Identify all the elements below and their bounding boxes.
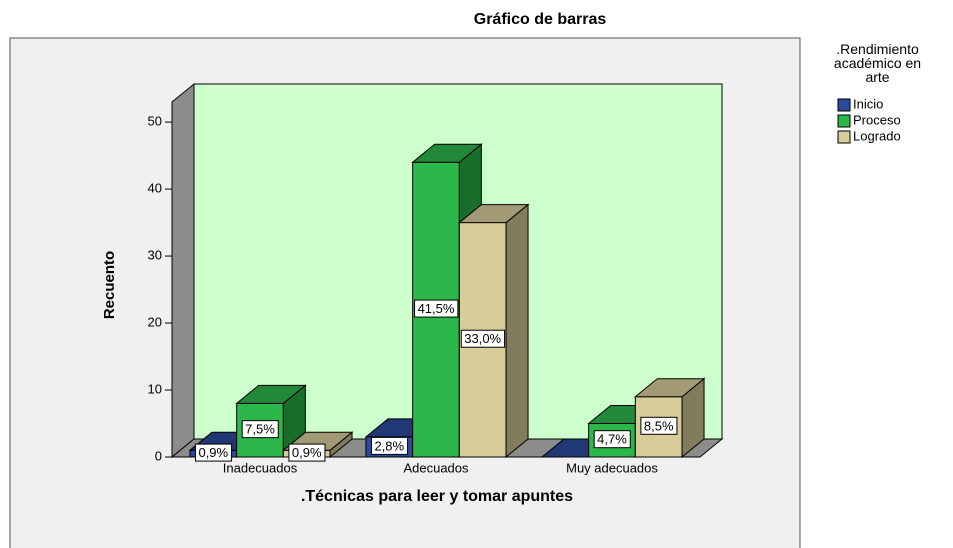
x-axis-title: .Técnicas para leer y tomar apuntes [301,488,573,505]
bar-top [457,204,530,224]
data-label: 33,0% [464,331,501,346]
legend-title: .Rendimiento académico en arte [833,41,922,85]
data-label-box [640,416,678,435]
data-label: 8,5% [644,418,674,433]
data-label-box [194,443,233,462]
left-wall [171,82,195,459]
y-tick-label: 20 [148,314,162,329]
y-tick-label: 40 [148,181,162,196]
data-label-box [288,443,326,462]
data-label-box [241,420,279,439]
y-tick-label: 30 [148,247,162,262]
bar-side [505,203,529,459]
y-tick-label: 50 [148,114,162,129]
y-tick-label: 0 [155,448,162,463]
data-label-box [414,299,459,318]
data-label: 2,8% [374,438,404,453]
data-label-box [593,430,631,449]
data-label-box [370,436,409,455]
data-label: 4,7% [597,432,627,447]
legend-swatch [837,114,851,128]
legend-swatch [837,130,851,144]
data-label: 0,9% [198,445,228,460]
data-label-box [460,329,506,348]
bar-top [235,384,307,404]
data-label: 7,5% [245,422,275,437]
bar-top [633,378,706,398]
y-tick-label: 10 [148,381,162,396]
legend-label: Proceso [853,112,901,127]
data-label: 41,5% [418,301,455,316]
legend-swatch [837,98,851,112]
legend-label: Inicio [853,96,883,111]
x-tick-label: Muy adecuados [566,460,658,475]
x-tick-label: Inadecuados [223,460,298,475]
x-tick-label: Adecuados [403,460,469,475]
y-axis-title: Recuento [101,251,118,319]
legend-label: Logrado [853,128,901,143]
bar-top [411,143,483,163]
data-label: 0,9% [292,445,322,460]
chart-title: Gráfico de barras [474,11,607,28]
